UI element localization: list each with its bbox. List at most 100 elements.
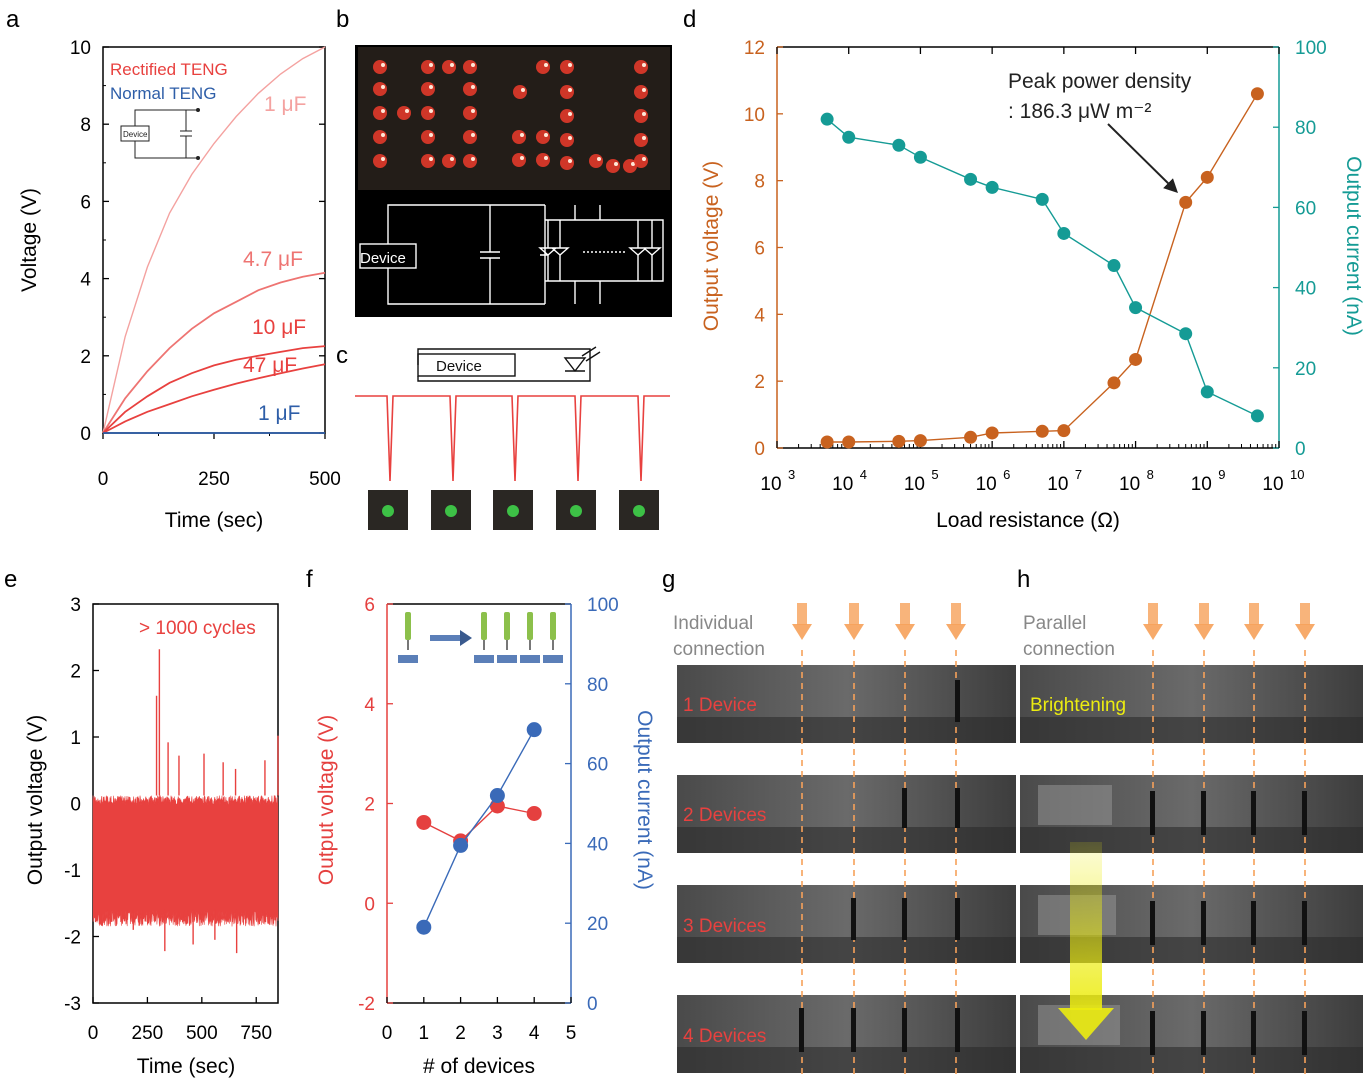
led-dot [421, 60, 435, 74]
segment-stroke [955, 788, 960, 828]
led-dot [560, 85, 574, 99]
circuit-diagram-c [417, 346, 601, 382]
curve-label-10uF: 10 μF [252, 316, 306, 339]
segment-stroke [1201, 791, 1206, 835]
led-highlight [642, 63, 646, 67]
current-point-d [820, 112, 834, 126]
led-dots [373, 60, 648, 173]
led-dot [606, 159, 620, 173]
panel-a-plot-area: 0 2 4 6 8 10 0 250 500 Time (sec) Voltage (V) [18, 38, 341, 532]
current-point-d [1035, 192, 1049, 206]
x-tick-label-f: 5 [566, 1023, 577, 1044]
series-line-a-2 [102, 345, 326, 434]
x-tick-label-f: 2 [455, 1023, 466, 1044]
voltage-point-f [489, 798, 505, 814]
led-highlight [544, 63, 548, 67]
brightening-arrow [1058, 842, 1114, 1040]
current-point-d [964, 172, 978, 186]
light-arrow-head [1143, 624, 1163, 640]
device-tube [481, 612, 487, 640]
series-line-a-1 [102, 271, 326, 434]
x-tick-label-a: 500 [309, 469, 341, 490]
curve-label-1uF-rect: 1 μF [264, 93, 306, 116]
led-dot [463, 130, 477, 144]
x-tick-exponent-d: 7 [1075, 467, 1082, 482]
y-tick-label-e: 3 [70, 595, 81, 616]
y-right-tick-label-d: 20 [1295, 359, 1316, 380]
green-led-glow [382, 505, 394, 517]
panel-letter-e: e [4, 566, 17, 593]
y-right-tick-label-d: 40 [1295, 279, 1316, 300]
segment-stroke [902, 898, 907, 940]
x-tick-label-a: 250 [198, 469, 230, 490]
light-arrow-head [1244, 624, 1264, 640]
led-highlight [429, 157, 433, 161]
current-point-d [1129, 301, 1143, 315]
led-dot [373, 154, 387, 168]
current-point-f [416, 919, 432, 935]
light-arrow-shaft [1199, 603, 1209, 625]
y-right-tick-label-f: 20 [587, 914, 608, 935]
curve-label-1uF-normal: 1 μF [258, 402, 300, 425]
green-led-glow [633, 505, 645, 517]
row-label-2: 2 Devices [683, 805, 766, 826]
y-tick-label-e: 0 [70, 795, 81, 816]
inset-device-label: Device [123, 130, 148, 139]
led-highlight [471, 157, 475, 161]
individual-title-line2: connection [673, 639, 765, 660]
led-highlight [429, 63, 433, 67]
y-tick-label-e: -2 [64, 928, 81, 949]
x-axis-label-f: # of devices [423, 1055, 535, 1078]
segment-stroke [1251, 1011, 1256, 1055]
segment-stroke [1302, 791, 1307, 835]
y-axis-label-f: Output voltage (V) [315, 715, 338, 885]
y-right-tick-label-d: 60 [1295, 198, 1316, 219]
device-base [497, 655, 517, 663]
device-tube [527, 612, 533, 640]
led-dot [442, 154, 456, 168]
y-axis-label-a: Voltage (V) [18, 188, 41, 292]
led-highlight [520, 156, 524, 160]
panel-b: b Device [336, 6, 672, 317]
voltage-point-d [892, 434, 906, 448]
voltage-point-d [1035, 424, 1049, 438]
voltage-point-d [820, 435, 834, 449]
y-tick-label-f: 4 [364, 695, 375, 716]
led-highlight [568, 112, 572, 116]
y-right-tick-label-f: 40 [587, 834, 608, 855]
voltage-point-f [416, 814, 432, 830]
x-tick-exponent-d: 8 [1147, 467, 1154, 482]
voltage-point-d [1179, 195, 1193, 209]
led-dot [560, 133, 574, 147]
series-line-a-3 [102, 363, 326, 434]
x-axis-label-a: Time (sec) [165, 509, 263, 532]
panel-a: a 0 2 4 6 8 10 0 250 500 Time (sec) Voltage (V) Re… [6, 6, 341, 532]
segment-stroke [1150, 791, 1155, 835]
x-tick-label-f: 3 [492, 1023, 503, 1044]
light-arrow-head [946, 624, 966, 640]
brightened-patch [1038, 785, 1112, 825]
led-highlight [429, 133, 433, 137]
y-tick-label-e: 2 [70, 662, 81, 683]
segment-stroke [851, 1008, 856, 1052]
segment-stroke [1150, 901, 1155, 945]
led-dot [442, 60, 456, 74]
panel-d: d 0 2 4 6 8 10 12 0 20 40 60 80 100 10 3 10 4 10 5 10 6 10 7 10… [683, 6, 1365, 532]
x-tick-exponent-d: 5 [931, 467, 938, 482]
voltage-point-d [985, 426, 999, 440]
led-dot [536, 60, 550, 74]
x-tick-exponent-d: 4 [860, 467, 867, 482]
y-tick-label-d: 6 [754, 239, 765, 260]
device-tube [405, 612, 411, 640]
y-tick-label-d: 0 [754, 439, 765, 460]
led-highlight [471, 109, 475, 113]
segment-stroke [1302, 901, 1307, 945]
light-arrow-head [844, 624, 864, 640]
x-tick-label-d: 10 [760, 474, 781, 495]
current-point-d [1250, 409, 1264, 423]
led-dot [373, 106, 387, 120]
x-tick-exponent-d: 3 [788, 467, 795, 482]
light-arrow-shaft [1300, 603, 1310, 625]
